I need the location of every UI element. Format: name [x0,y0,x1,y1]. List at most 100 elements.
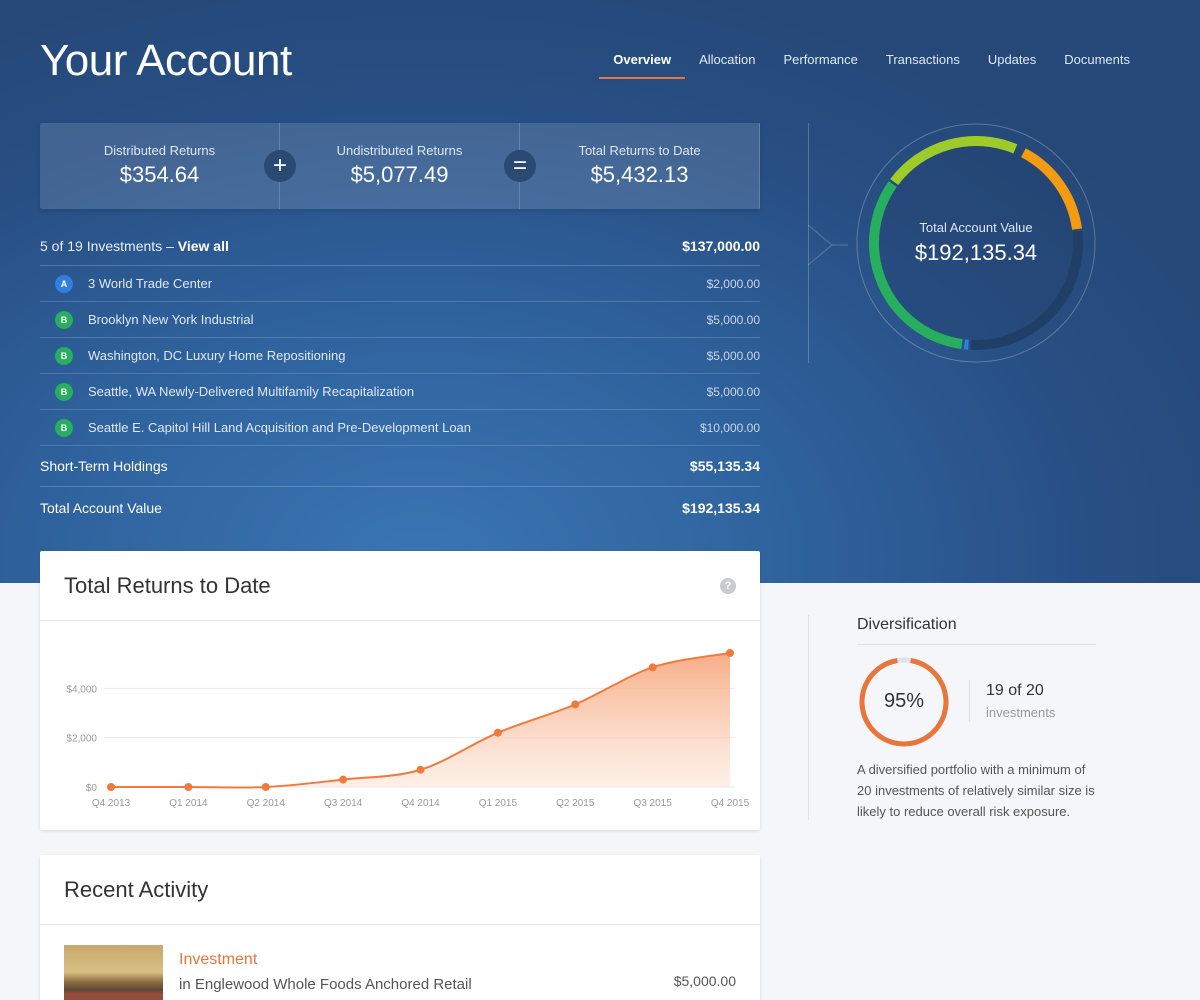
investment-row[interactable]: B Seattle, WA Newly-Delivered Multifamil… [40,374,760,410]
total-returns: Total Returns to Date $5,432.13 [520,123,760,209]
tab-performance[interactable]: Performance [783,52,858,67]
investment-amount: $5,000.00 [706,384,760,399]
x-tick-label: Q3 2015 [633,798,672,809]
investment-row[interactable]: B Brooklyn New York Industrial $5,000.00 [40,302,760,338]
undistributed-returns: Undistributed Returns $5,077.49 [280,123,520,209]
distributed-returns-value: $354.64 [119,162,200,187]
activity-description: in Englewood Whole Foods Anchored Retail [179,976,472,993]
investments-count: 5 of 19 Investments – [40,237,174,254]
tab-overview[interactable]: Overview [599,52,686,79]
investment-name: Brooklyn New York Industrial [88,312,254,327]
hero-background [0,0,1200,583]
short-term-holdings-label: Short-Term Holdings [40,458,168,474]
plus-icon: + [264,150,296,182]
returns-area [111,653,730,788]
tab-updates[interactable]: Updates [987,52,1037,67]
diversification-title: Diversification [857,616,1096,645]
x-tick-label: Q2 2015 [556,798,595,809]
recent-activity-title: Recent Activity [64,876,209,902]
donut-segment [970,230,1083,350]
investment-name: Seattle E. Capitol Hill Land Acquisition… [88,420,472,435]
bracket-arrow [808,225,848,265]
total-returns-label: Total Returns to Date [578,143,701,158]
total-account-value-amount: $192,135.34 [682,499,760,516]
equals-icon: = [504,150,536,182]
y-tick-label: $4,000 [66,684,97,695]
diversification-percent: 95% [883,690,925,712]
investment-row[interactable]: A 3 World Trade Center $2,000.00 [40,266,760,302]
tab-allocation[interactable]: Allocation [699,52,756,67]
x-tick-label: Q3 2014 [324,798,363,809]
total-returns-value: $5,432.13 [590,162,689,187]
data-point[interactable] [726,649,734,657]
returns-area-chart: $0 $2,000 $4,000 Q4 2013 Q1 2014 Q2 2014 Q3 20… [66,649,750,809]
tab-documents[interactable]: Documents [1064,52,1130,67]
distributed-returns-label: Distributed Returns [103,143,216,158]
donut-segment [869,181,963,349]
grade-badge: B [55,418,73,437]
property-thumbnail[interactable] [64,945,163,1000]
activity-type-link[interactable]: Investment [179,951,258,968]
donut-outer-ring [856,123,1096,363]
total-account-value-label: Total Account Value [40,499,162,516]
donut-label: Total Account Value [919,220,1033,235]
main-nav: Overview Allocation Performance Transact… [599,52,1144,79]
investment-row[interactable]: B Seattle E. Capitol Hill Land Acquisiti… [40,410,760,446]
activity-amount: $5,000.00 [673,973,736,989]
data-point[interactable] [648,663,657,672]
investment-amount: $5,000.00 [706,348,760,363]
grade-badge: B [55,346,73,365]
x-tick-label: Q4 2015 [711,798,750,809]
data-point[interactable] [493,728,502,737]
investments-header: 5 of 19 Investments – View all $137,000.… [40,226,760,266]
x-tick-label: Q1 2014 [169,798,208,809]
donut-segment [1020,148,1082,230]
donut-segment [890,136,1018,186]
diversification-divider [808,615,809,820]
short-term-holdings-value: $55,135.34 [689,458,760,474]
data-point[interactable] [339,775,348,784]
investment-name: 3 World Trade Center [88,276,213,291]
x-tick-label: Q4 2013 [92,798,131,809]
total-account-value-row: Total Account Value $192,135.34 [40,487,760,528]
data-point[interactable] [416,765,425,774]
data-point[interactable] [261,783,270,791]
data-point[interactable] [571,700,580,709]
returns-line [111,652,731,789]
undistributed-returns-label: Undistributed Returns [336,143,463,158]
returns-chart-title: Total Returns to Date [64,572,271,598]
recent-activity-card: Recent Activity Investment in Englewood … [40,855,760,1000]
diversification-separator [969,680,970,722]
help-icon[interactable]: ? [720,577,736,594]
data-point[interactable] [107,783,115,791]
bracket-line [808,123,809,363]
diversification-unit: investments [986,705,1056,720]
grade-badge: A [55,274,73,293]
donut-inner-fill [874,141,1078,345]
investments-total: $137,000.00 [682,237,760,254]
investments-table: 5 of 19 Investments – View all $137,000.… [40,226,760,528]
diversification-description: A diversified portfolio with a minimum o… [857,762,1095,819]
y-tick-label: $2,000 [66,734,97,745]
returns-chart-header: Total Returns to Date ? [40,551,760,621]
returns-chart-card: Total Returns to Date ? $0 $2,000 $4,000 Q4… [40,551,760,830]
tab-transactions[interactable]: Transactions [885,52,960,67]
returns-summary: Distributed Returns $354.64 Undistribute… [40,123,760,209]
account-value-donut [856,123,1096,363]
grade-badge: B [55,310,73,329]
investment-row[interactable]: B Washington, DC Luxury Home Repositioni… [40,338,760,374]
investment-amount: $5,000.00 [706,312,760,327]
x-tick-label: Q4 2014 [401,798,440,809]
view-all-link[interactable]: View all [177,237,229,254]
recent-activity-header: Recent Activity [40,855,760,925]
data-point[interactable] [184,783,193,791]
x-tick-label: Q1 2015 [479,798,518,809]
y-tick-label: $0 [86,783,98,794]
investment-name: Seattle, WA Newly-Delivered Multifamily … [88,384,415,399]
diversification-count: 19 of 20 [986,682,1044,699]
grade-badge: B [55,382,73,401]
undistributed-returns-value: $5,077.49 [350,162,449,187]
investment-amount: $2,000.00 [706,276,760,291]
page-title: Your Account [40,36,292,85]
x-tick-label: Q2 2014 [247,798,286,809]
